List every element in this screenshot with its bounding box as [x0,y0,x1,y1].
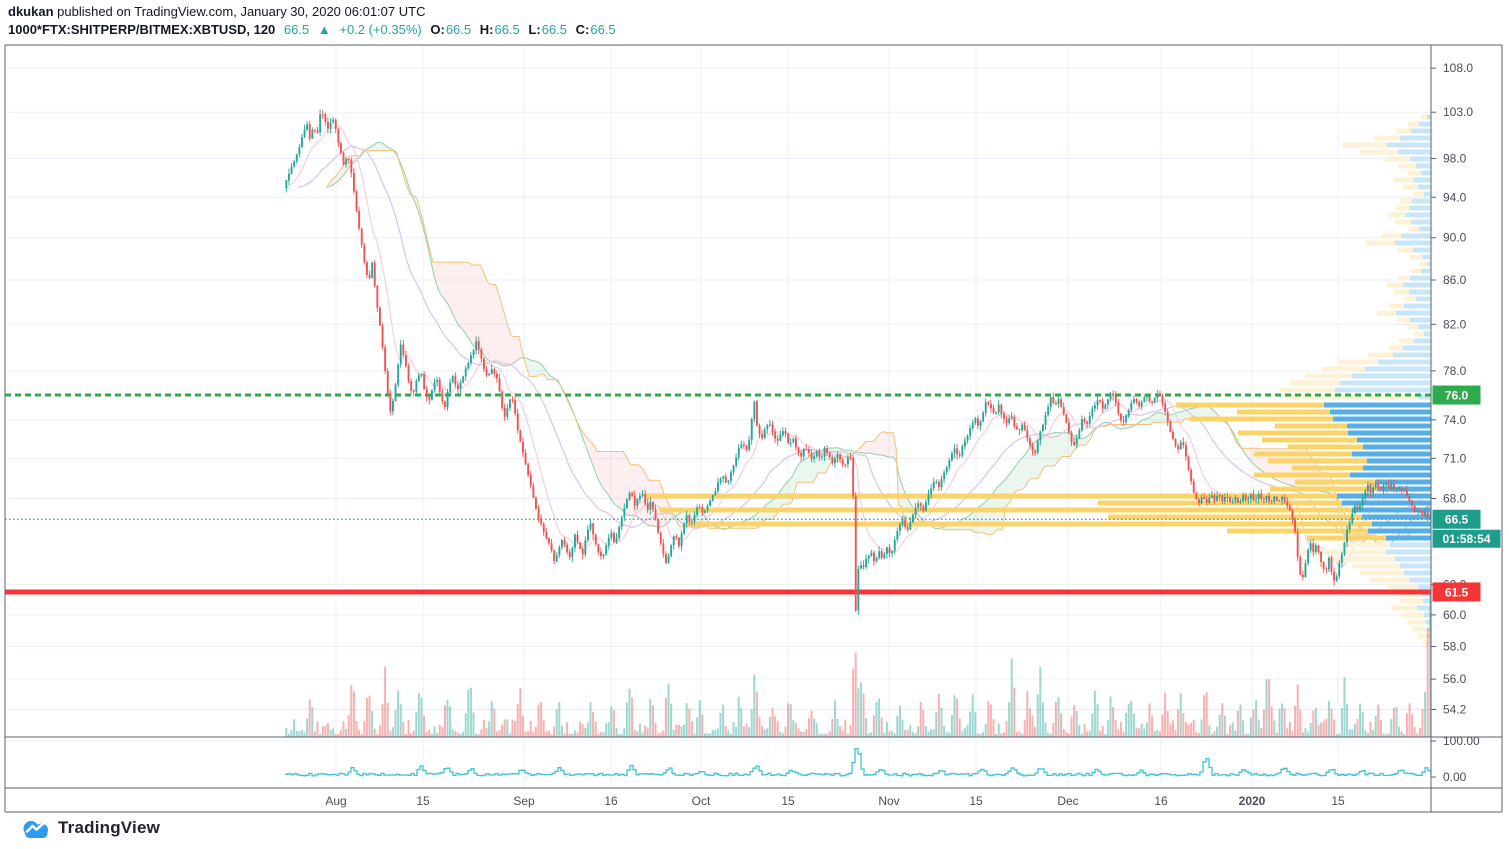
sub-indicator-pane[interactable] [285,748,1431,777]
price-axis[interactable]: 108.0 103.0 98.0 94.0 90.0 86.0 82.0 78.0 74.0 71… [1431,61,1480,784]
svg-text:74.0: 74.0 [1443,413,1467,427]
header: dkukan published on TradingView.com, Jan… [8,3,621,38]
svg-text:71.0: 71.0 [1443,451,1467,465]
current-price-label: 66.5 [1432,509,1481,529]
svg-text:82.0: 82.0 [1443,317,1467,331]
low-label: L: [528,22,541,37]
tradingview-logo[interactable]: TradingView [20,817,160,839]
svg-text:Aug: Aug [325,794,346,808]
level-lines [5,393,1431,595]
svg-text:54.2: 54.2 [1443,703,1467,717]
svg-text:Dec: Dec [1057,794,1078,808]
high-label: H: [479,22,494,37]
candlestick-series [285,109,1431,615]
byline-text: published on TradingView.com, January 30… [53,4,426,19]
open-label: O: [430,22,445,37]
svg-text:61.5: 61.5 [1445,585,1469,599]
svg-text:60.0: 60.0 [1443,608,1467,622]
byline: dkukan published on TradingView.com, Jan… [8,3,621,20]
svg-text:2020: 2020 [1239,794,1266,808]
time-axis[interactable]: Aug 15 Sep 16 Oct 15 Nov 15 Dec 16 2020 15 [325,794,1345,808]
svg-text:16: 16 [1154,794,1168,808]
svg-text:90.0: 90.0 [1443,231,1467,245]
volume-profile [645,114,1431,646]
svg-text:15: 15 [416,794,430,808]
svg-text:Sep: Sep [513,794,535,808]
svg-text:15: 15 [1331,794,1345,808]
svg-text:15: 15 [781,794,795,808]
support-price-label: 61.5 [1432,582,1481,602]
close-label: C: [575,22,590,37]
symbol-line: 1000*FTX:SHITPERP/BITMEX:XBTUSD, 120 66.… [8,21,621,38]
svg-text:01:58:54: 01:58:54 [1442,532,1490,546]
svg-text:100.00: 100.00 [1443,734,1480,748]
svg-text:78.0: 78.0 [1443,364,1467,378]
countdown-label: 01:58:54 [1432,529,1501,548]
axes [4,44,1503,813]
tradingview-logo-text: TradingView [58,818,161,837]
svg-text:103.0: 103.0 [1443,105,1473,119]
low-value: 66.5 [541,22,568,37]
volume-histogram [285,589,1431,737]
close-value: 66.5 [590,22,616,37]
svg-text:58.0: 58.0 [1443,639,1467,653]
svg-text:Nov: Nov [878,794,899,808]
svg-text:56.0: 56.0 [1443,672,1467,686]
svg-text:15: 15 [969,794,983,808]
author-name: dkukan [8,4,54,19]
svg-text:66.5: 66.5 [1445,513,1469,527]
svg-text:86.0: 86.0 [1443,273,1467,287]
tradingview-cloud-icon [23,821,48,838]
svg-text:Oct: Oct [692,794,711,808]
svg-text:16: 16 [604,794,618,808]
svg-text:0.00: 0.00 [1443,770,1467,784]
svg-text:98.0: 98.0 [1443,152,1467,166]
svg-text:108.0: 108.0 [1443,61,1473,75]
price-axis-labels: 76.0 66.5 01:58:54 61.5 [1432,385,1501,602]
price-change: +0.2 (+0.35%) [339,22,422,37]
symbol-title: 1000*FTX:SHITPERP/BITMEX:XBTUSD, 120 [8,22,276,37]
svg-text:68.0: 68.0 [1443,491,1467,505]
up-arrow-icon: ▲ [317,22,331,37]
grid [5,45,1431,788]
open-value: 66.5 [445,22,472,37]
svg-text:94.0: 94.0 [1443,190,1467,204]
high-value: 66.5 [494,22,520,37]
svg-text:76.0: 76.0 [1445,389,1469,403]
resistance-price-label: 76.0 [1432,385,1481,405]
last-price: 66.5 [283,22,310,37]
